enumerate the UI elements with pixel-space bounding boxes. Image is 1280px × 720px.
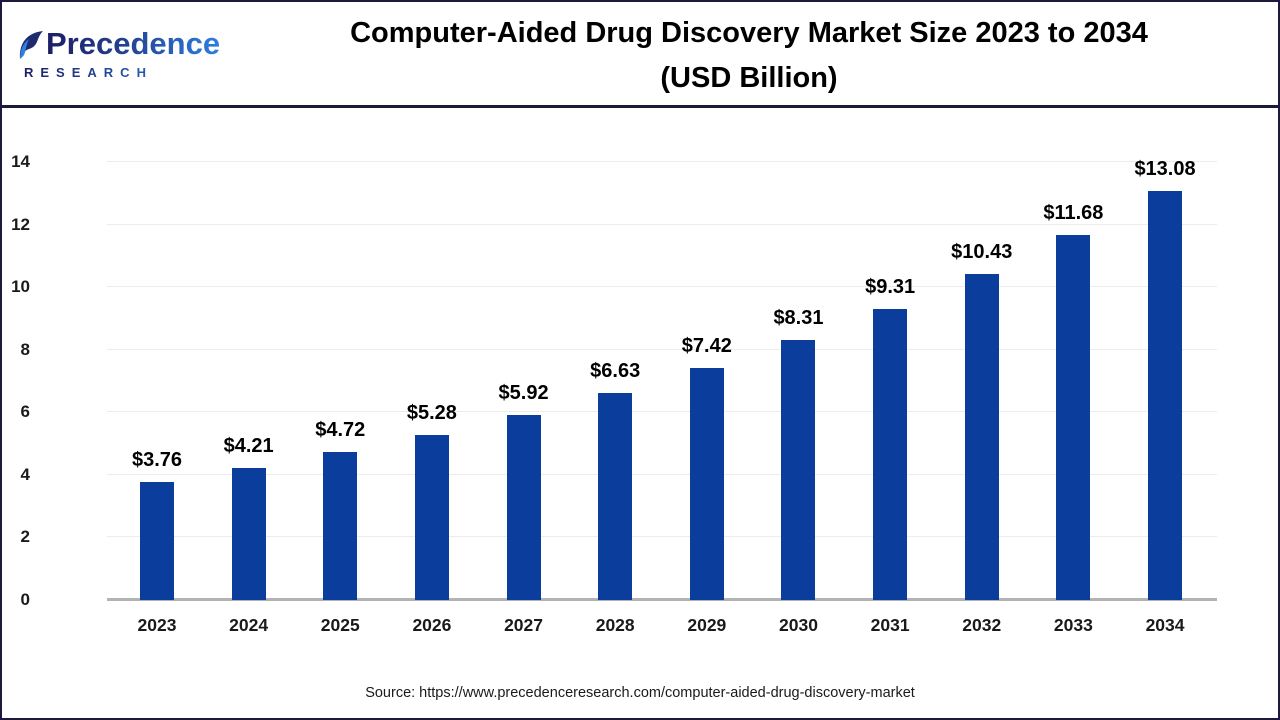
- bar-value-label: $4.72: [315, 419, 366, 442]
- y-tick-label: 4: [20, 464, 30, 484]
- y-tick-label: 8: [20, 339, 30, 359]
- y-tick-label: 10: [11, 277, 30, 297]
- header: Precedence RESEARCH Computer-Aided Drug …: [2, 2, 1278, 108]
- gridline-y2: [107, 536, 1217, 538]
- bar-value-label: $7.42: [681, 334, 732, 357]
- bar-value-label: $5.28: [406, 401, 457, 424]
- leaf-logo-icon: [19, 30, 43, 59]
- bar-2024: [231, 468, 266, 600]
- bar-value-label: $8.31: [773, 307, 824, 330]
- x-tick-label: 2030: [779, 615, 818, 635]
- bar-value-label: $5.92: [498, 381, 549, 404]
- y-tick-label: 14: [11, 152, 30, 171]
- brand-logo: Precedence RESEARCH: [2, 28, 220, 80]
- x-tick-label: 2024: [229, 615, 269, 635]
- gridline-y6: [107, 411, 1217, 413]
- x-tick-label: 2025: [320, 615, 360, 635]
- gridline-y8: [107, 348, 1217, 350]
- bar-value-label: $10.43: [951, 240, 1013, 263]
- bar-value-label: $4.21: [223, 435, 274, 458]
- x-axis-line: [107, 598, 1217, 601]
- bar-2027: [506, 414, 541, 600]
- bar-2034: [1148, 190, 1183, 600]
- x-tick-label: 2031: [870, 615, 910, 635]
- bar-value-label: $11.68: [1043, 201, 1104, 224]
- chart-section: 0 2 4 6 8 10 12 14 $3.76 2023 $4.21 2024 $4.72 2025 $5…: [2, 108, 1278, 717]
- bar-2023: [140, 482, 174, 600]
- bar-2029: [689, 367, 724, 600]
- bar-value-label: $3.76: [131, 449, 183, 472]
- brand-subtitle: RESEARCH: [24, 65, 220, 80]
- bar-2026: [414, 434, 449, 600]
- bar-value-label: $9.31: [865, 275, 916, 298]
- bar-2033: [1056, 234, 1091, 600]
- bar-value-label: $13.08: [1134, 157, 1196, 180]
- source-note: Source: https://www.precedenceresearch.c…: [365, 685, 915, 701]
- bar-2028: [598, 392, 633, 600]
- brand-name: Precedence: [46, 25, 221, 61]
- chart-title: Computer-Aided Drug Discovery Market Siz…: [220, 7, 1278, 101]
- chart-title-line1: Computer-Aided Drug Discovery Market Siz…: [350, 16, 1148, 49]
- x-tick-label: 2028: [595, 615, 635, 635]
- x-tick-label: 2034: [1145, 615, 1185, 635]
- x-tick-label: 2026: [412, 615, 452, 635]
- bar-2032: [964, 273, 999, 600]
- gridline-y4: [107, 473, 1217, 475]
- x-tick-label: 2027: [504, 615, 544, 635]
- bar-2031: [873, 308, 908, 600]
- y-tick-label: 0: [20, 590, 30, 609]
- bar-2030: [781, 340, 816, 600]
- plot-area: 0 2 4 6 8 10 12 14 $3.76 2023 $4.21 2024 $4.72 2025 $5…: [11, 152, 1217, 635]
- bar-2025: [323, 452, 358, 600]
- gridline-y10: [107, 286, 1217, 288]
- y-tick-label: 2: [20, 527, 30, 547]
- x-tick-label: 2023: [137, 615, 177, 635]
- gridline-y12: [107, 223, 1217, 225]
- x-tick-label: 2029: [687, 615, 727, 635]
- y-tick-label: 6: [20, 402, 30, 422]
- x-tick-label: 2033: [1053, 615, 1093, 635]
- y-tick-label: 12: [11, 214, 30, 234]
- x-tick-label: 2032: [962, 615, 1002, 635]
- gridline-y14: [107, 161, 1217, 162]
- chart-title-line2: (USD Billion): [660, 61, 838, 94]
- bar-value-label: $6.63: [590, 359, 641, 382]
